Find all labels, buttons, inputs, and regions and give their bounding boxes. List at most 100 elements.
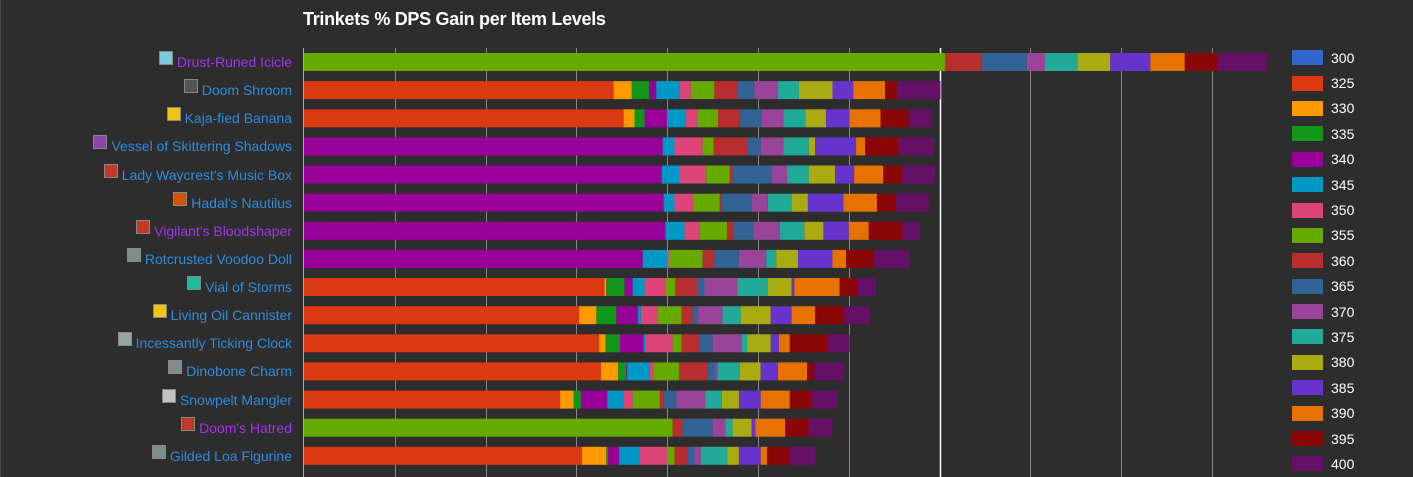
row-label[interactable]: Drust-Runed Icicle [158,51,292,73]
bar-segment-370[interactable]: Vigilant's Bloodshaper 370: 0.29 [753,221,780,240]
bar-segment-375[interactable]: Living Oil Cannister 375: 0.2 [722,306,741,325]
bar-segment-390[interactable]: Gilded Loa Figurine 390: 0.07 [760,446,768,465]
bar-segment-330[interactable]: Dinobone Charm 330: 0.19 [600,362,619,381]
legend-item-350[interactable]: 350 [1292,197,1354,222]
bar-segment-340[interactable]: Incessantly Ticking Clock 340: 0.26 [620,334,644,353]
bar-segment-395[interactable]: Doom's Hatred 395: 0.26 [785,418,809,437]
bar-segment-370[interactable]: Drust-Runed Icicle 370: 0.2 [1026,53,1045,71]
legend-item-340[interactable]: 340 [1292,147,1354,172]
bar-segment-325[interactable]: Kaja-fied Banana 325: 3.52 [304,109,624,128]
bar-segment-365[interactable]: Incessantly Ticking Clock 365: 0.14 [699,334,713,353]
bar-segment-330[interactable]: Snowpelt Mangler 330: 0.15 [560,390,574,409]
bar-segment-365[interactable]: Gilded Loa Figurine 365: 0.08 [687,446,695,465]
bar-segment-330[interactable]: Vial of Storms 330: 0.02 [604,278,607,296]
bar-segment-385[interactable]: Incessantly Ticking Clock 385: 0.09 [770,334,779,353]
bar-segment-335[interactable]: Snowpelt Mangler 335: 0.08 [573,390,581,409]
bar-segment-395[interactable]: Vessel of Skittering Shadows 395: 0.37 [865,137,899,156]
bar-segment-370[interactable]: Gilded Loa Figurine 370: 0.07 [694,446,701,465]
bar-segment-375[interactable]: Lady Waycrest's Music Box 375: 0.24 [787,165,809,184]
bar-segment-365[interactable]: Dinobone Charm 365: 0.09 [707,362,716,381]
bar-segment-390[interactable]: Doom's Hatred 390: 0.33 [755,418,786,437]
legend-item-330[interactable]: 330 [1292,96,1354,121]
bar-segment-400[interactable]: Hadal's Nautilus 400: 0.36 [896,193,929,212]
bar-segment-400[interactable]: Gilded Loa Figurine 400: 0.28 [789,446,816,465]
bar-segment-395[interactable]: Snowpelt Mangler 395: 0.24 [789,390,812,409]
bar-segment-350[interactable]: Kaja-fied Banana 350: 0.13 [685,109,698,128]
bar-segment-380[interactable]: Rotcrusted Voodoo Doll 380: 0.24 [776,249,798,268]
bar-segment-335[interactable]: Vial of Storms 335: 0.2 [606,278,625,296]
bar-segment-345[interactable]: Gilded Loa Figurine 345: 0.23 [619,446,640,465]
bar-segment-340[interactable]: Living Oil Cannister 340: 0.24 [616,306,639,325]
bar-segment-360[interactable]: Living Oil Cannister 360: 0.12 [681,306,693,325]
bar-segment-380[interactable]: Vigilant's Bloodshaper 380: 0.21 [804,221,824,240]
bar-segment-390[interactable]: Snowpelt Mangler 390: 0.32 [760,390,790,409]
bar-segment-385[interactable]: Vessel of Skittering Shadows 385: 0.45 [815,137,857,156]
item-name-link[interactable]: Vigilant's Bloodshaper [154,222,292,239]
bar-segment-355[interactable]: Vial of Storms 355: 0.11 [665,278,676,296]
bar-segment-345[interactable]: Lady Waycrest's Music Box 345: 0.19 [661,165,680,184]
bar-segment-350[interactable]: Doom Shroom 350: 0.12 [679,81,691,100]
row-label[interactable]: Kaja-fied Banana [166,107,292,129]
bar-segment-355[interactable]: Lady Waycrest's Music Box 355: 0.26 [706,165,730,184]
item-name-link[interactable]: Vial of Storms [205,279,292,295]
bar-segment-360[interactable]: Vial of Storms 360: 0.25 [675,278,699,296]
bar-segment-385[interactable]: Vigilant's Bloodshaper 385: 0.28 [823,221,849,240]
bar-segment-345[interactable]: Doom Shroom 345: 0.26 [656,81,680,100]
bar-segment-400[interactable]: Snowpelt Mangler 400: 0.29 [811,390,838,409]
legend-item-360[interactable]: 360 [1292,248,1354,273]
bar-segment-400[interactable]: Lady Waycrest's Music Box 400: 0.36 [902,165,936,184]
bar-segment-340[interactable]: Gilded Loa Figurine 340: 0.12 [608,446,620,465]
bar-segment-365[interactable]: Rotcrusted Voodoo Doll 365: 0.27 [714,249,739,268]
bar-segment-335[interactable]: Living Oil Cannister 335: 0.22 [596,306,617,325]
bar-segment-350[interactable]: Gilded Loa Figurine 350: 0.3 [640,446,668,465]
bar-segment-325[interactable]: Dinobone Charm 325: 3.27 [304,362,601,381]
bar-segment-345[interactable]: Kaja-fied Banana 345: 0.2 [667,109,686,128]
bar-segment-395[interactable]: Living Oil Cannister 395: 0.32 [815,306,845,325]
bar-segment-370[interactable]: Living Oil Cannister 370: 0.27 [698,306,723,325]
bar-segment-330[interactable]: Incessantly Ticking Clock 330: 0.07 [599,334,606,353]
bar-segment-335[interactable]: Dinobone Charm 335: 0.09 [618,362,627,381]
bar-segment-350[interactable]: Vial of Storms 350: 0.23 [644,278,666,296]
bar-segment-400[interactable]: Rotcrusted Voodoo Doll 400: 0.39 [874,249,910,268]
bar-segment-345[interactable]: Dinobone Charm 345: 0.25 [627,362,650,381]
bar-segment-390[interactable]: Incessantly Ticking Clock 390: 0.12 [778,334,790,353]
legend-item-355[interactable]: 355 [1292,223,1354,248]
bar-segment-330[interactable]: Gilded Loa Figurine 330: 0.27 [581,446,607,465]
bar-segment-395[interactable]: Incessantly Ticking Clock 395: 0.42 [789,334,828,353]
bar-segment-380[interactable]: Dinobone Charm 380: 0.23 [739,362,761,381]
bar-segment-400[interactable]: Kaja-fied Banana 400: 0.26 [908,109,933,128]
bar-segment-380[interactable]: Vial of Storms 380: 0.26 [768,278,792,296]
row-label[interactable]: Gilded Loa Figurine [151,444,292,467]
bar-segment-355[interactable]: Gilded Loa Figurine 355: 0.08 [667,446,675,465]
bar-segment-340[interactable]: Lady Waycrest's Music Box 340: 3.94 [304,165,662,184]
bar-segment-370[interactable]: Rotcrusted Voodoo Doll 370: 0.3 [738,249,767,268]
bar-segment-350[interactable]: Vessel of Skittering Shadows 350: 0.31 [674,137,703,156]
bar-segment-325[interactable]: Vial of Storms 325: 3.31 [304,278,605,296]
item-name-link[interactable]: Dinobone Charm [186,363,292,380]
bar-segment-385[interactable]: Living Oil Cannister 385: 0.23 [770,306,792,325]
bar-segment-365[interactable]: Living Oil Cannister 365: 0.06 [692,306,698,325]
item-name-link[interactable]: Lady Waycrest's Music Box [121,166,292,183]
bar-segment-370[interactable]: Vessel of Skittering Shadows 370: 0.25 [760,137,784,156]
bar-segment-385[interactable]: Snowpelt Mangler 385: 0.24 [738,390,761,409]
bar-segment-325[interactable]: Doom Shroom 325: 3.41 [304,81,614,100]
bar-segment-325[interactable]: Snowpelt Mangler 325: 2.82 [304,390,561,409]
item-name-link[interactable]: Vessel of Skittering Shadows [111,138,292,155]
bar-segment-350[interactable]: Hadal's Nautilus 350: 0.21 [674,193,694,212]
bar-segment-400[interactable]: Vial of Storms 400: 0.2 [857,278,877,296]
bar-segment-340[interactable]: Doom Shroom 340: 0.08 [649,81,657,100]
bar-segment-365[interactable]: Kaja-fied Banana 365: 0.24 [739,109,762,128]
bar-segment-375[interactable]: Vigilant's Bloodshaper 375: 0.27 [779,221,805,240]
bar-segment-390[interactable]: Living Oil Cannister 390: 0.26 [791,306,816,325]
bar-segment-365[interactable]: Doom's Hatred 365: 0.33 [682,418,713,437]
bar-segment-390[interactable]: Vessel of Skittering Shadows 390: 0.1 [856,137,866,156]
bar-segment-385[interactable]: Drust-Runed Icicle 385: 0.44 [1110,53,1151,71]
bar-segment-400[interactable]: Vigilant's Bloodshaper 400: 0.19 [902,221,920,240]
item-name-link[interactable]: Incessantly Ticking Clock [135,335,292,352]
bar-segment-340[interactable]: Vial of Storms 340: 0.09 [624,278,633,296]
bar-segment-375[interactable]: Vessel of Skittering Shadows 375: 0.28 [783,137,809,156]
bar-segment-385[interactable]: Doom Shroom 385: 0.23 [832,81,854,100]
bar-segment-360[interactable]: Dinobone Charm 360: 0.31 [679,362,708,381]
bar-segment-370[interactable]: Doom's Hatred 370: 0.14 [712,418,726,437]
bar-segment-375[interactable]: Rotcrusted Voodoo Doll 375: 0.11 [766,249,777,268]
